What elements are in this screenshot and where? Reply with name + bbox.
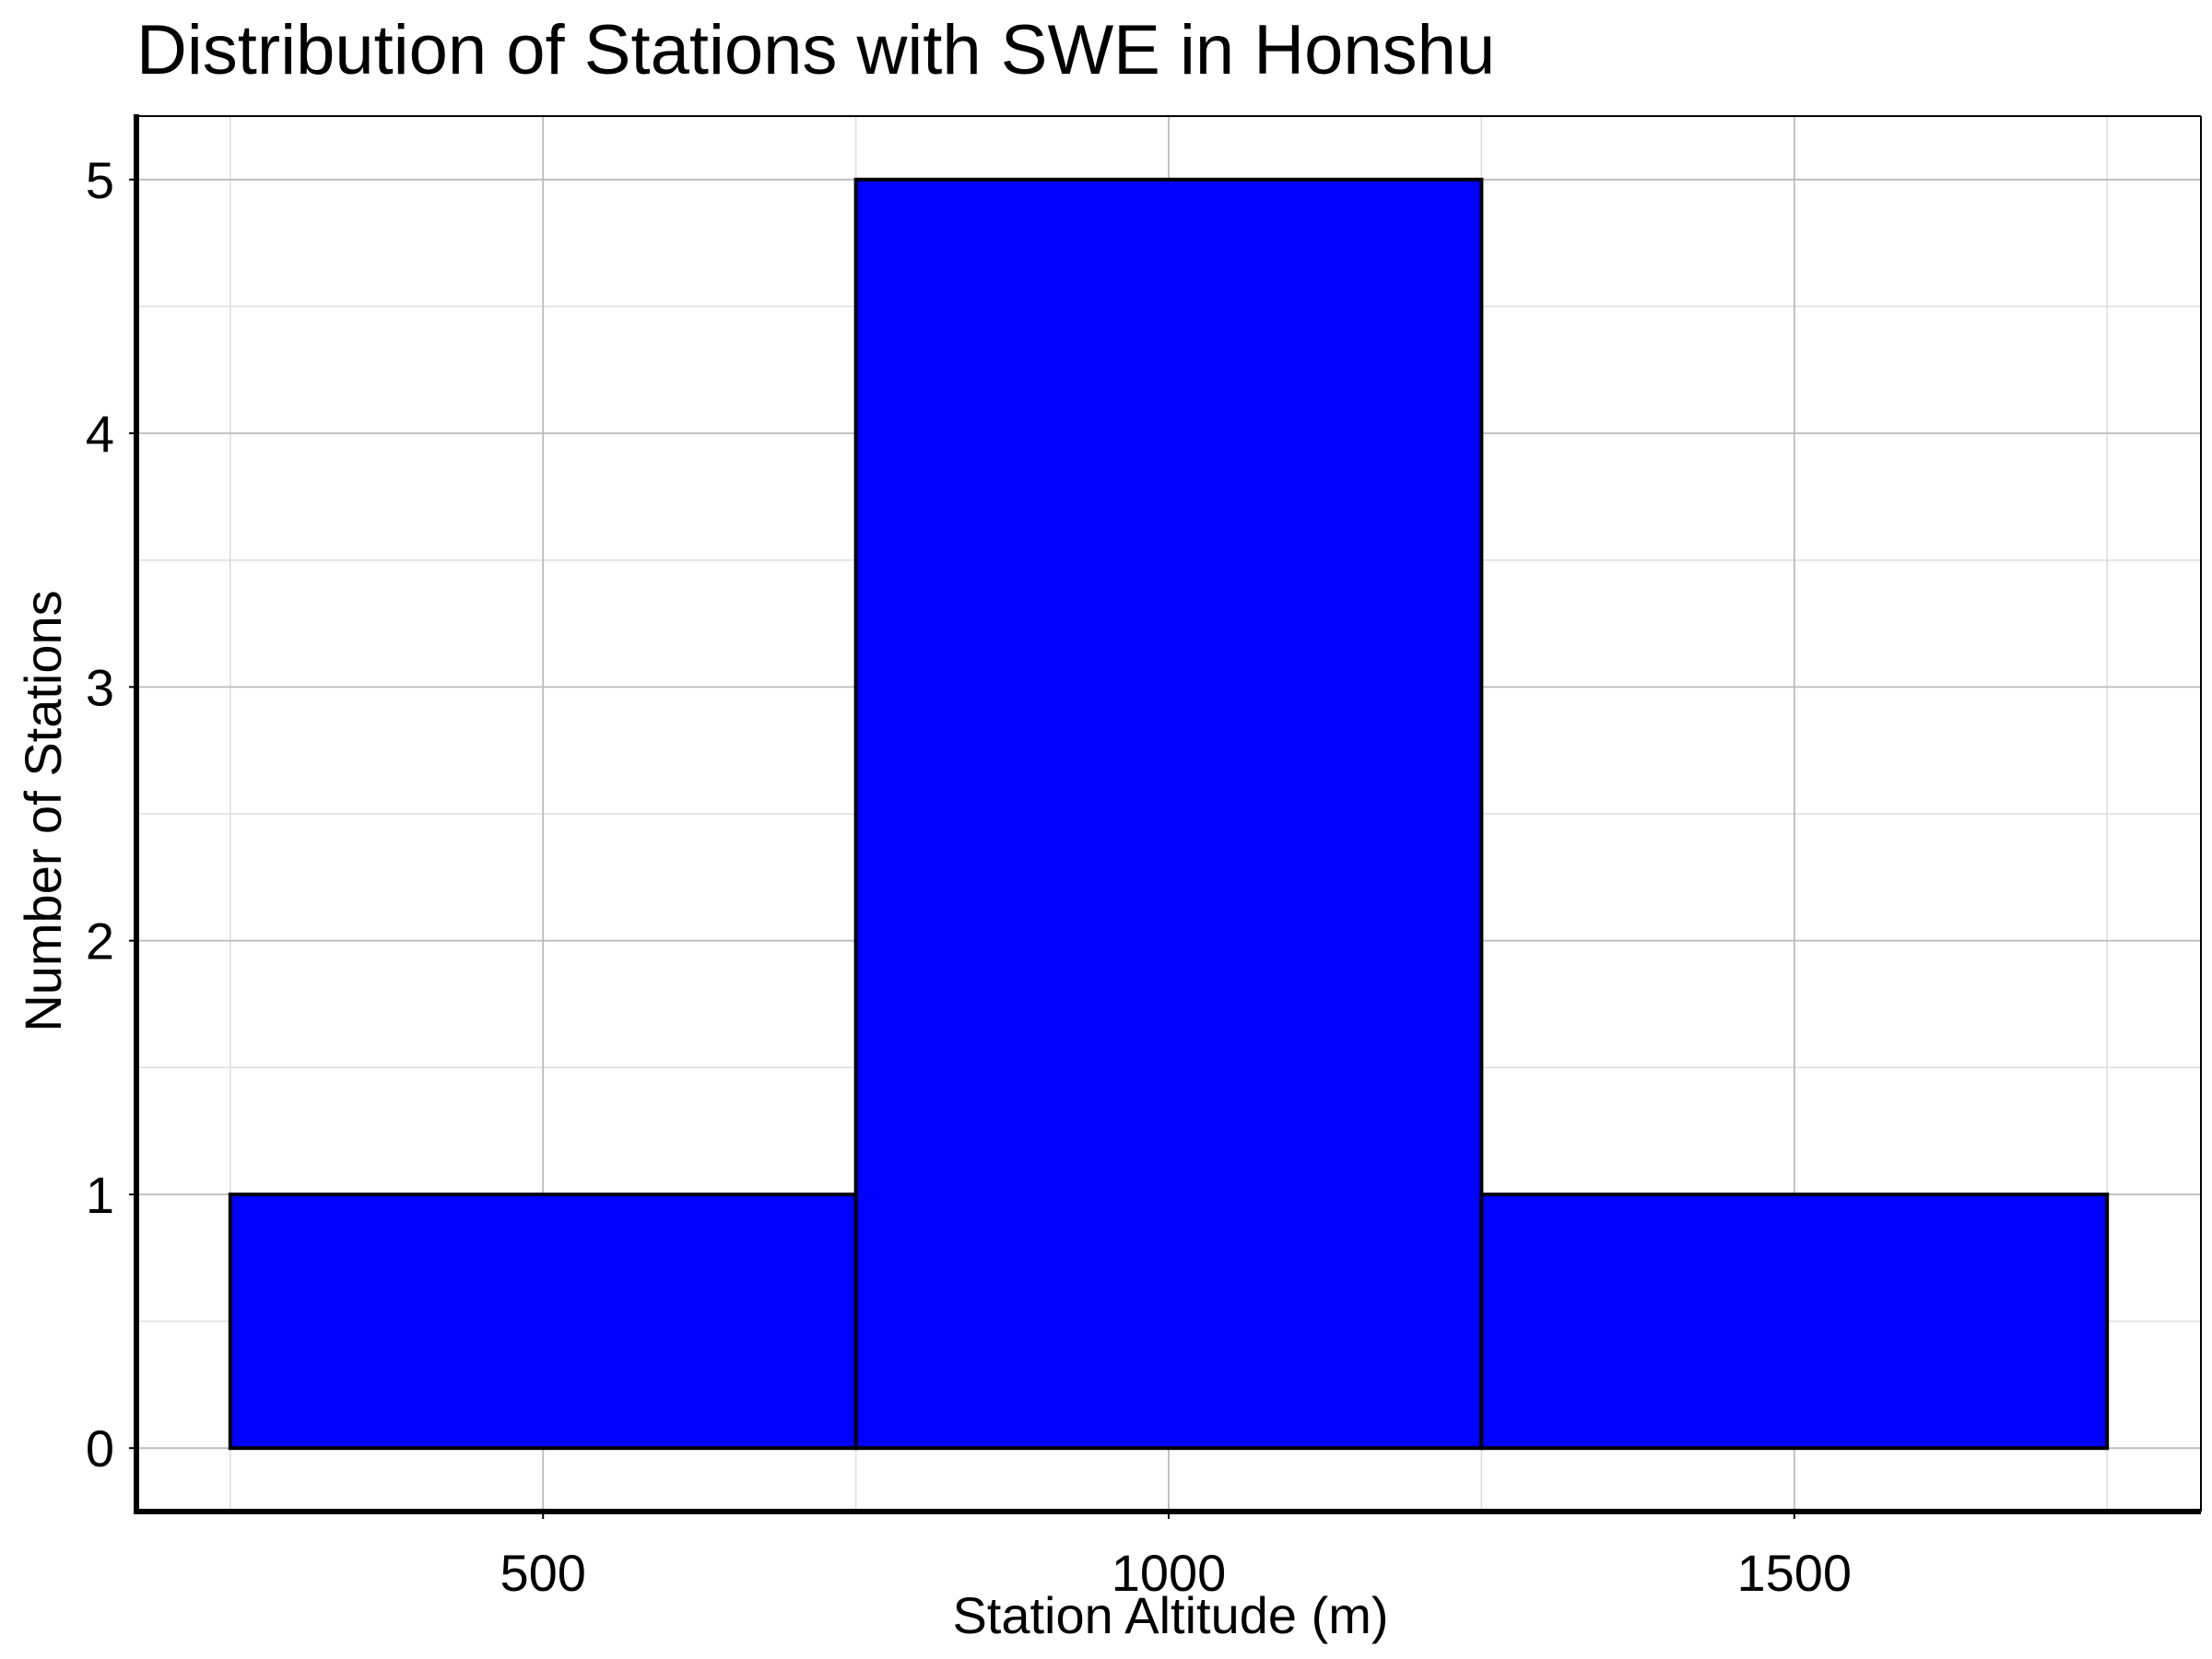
histogram-bar-2 — [1479, 1192, 2110, 1451]
histogram-bar-1 — [853, 177, 1484, 1451]
chart-title: Distribution of Stations with SWE in Hon… — [136, 11, 1495, 89]
x-tick-label: 1500 — [1736, 1544, 1852, 1602]
x-tick-label: 1000 — [1112, 1544, 1227, 1602]
histogram-bars — [228, 177, 2110, 1451]
y-tick-label: 2 — [86, 912, 114, 971]
y-tick-label: 3 — [86, 658, 114, 716]
x-axis-title: Station Altitude (m) — [952, 1586, 1388, 1644]
y-tick-label: 1 — [86, 1166, 114, 1224]
y-tick-label: 4 — [86, 405, 114, 463]
y-axis-title: Number of Stations — [14, 590, 72, 1031]
histogram-bar-0 — [228, 1192, 858, 1451]
tick-labels: 500 1000 1500 0 1 2 3 4 5 — [86, 151, 1852, 1602]
x-tick-label: 500 — [500, 1544, 585, 1602]
y-tick-label: 0 — [86, 1419, 114, 1477]
axes — [129, 114, 2202, 1519]
y-tick-label: 5 — [86, 151, 114, 209]
